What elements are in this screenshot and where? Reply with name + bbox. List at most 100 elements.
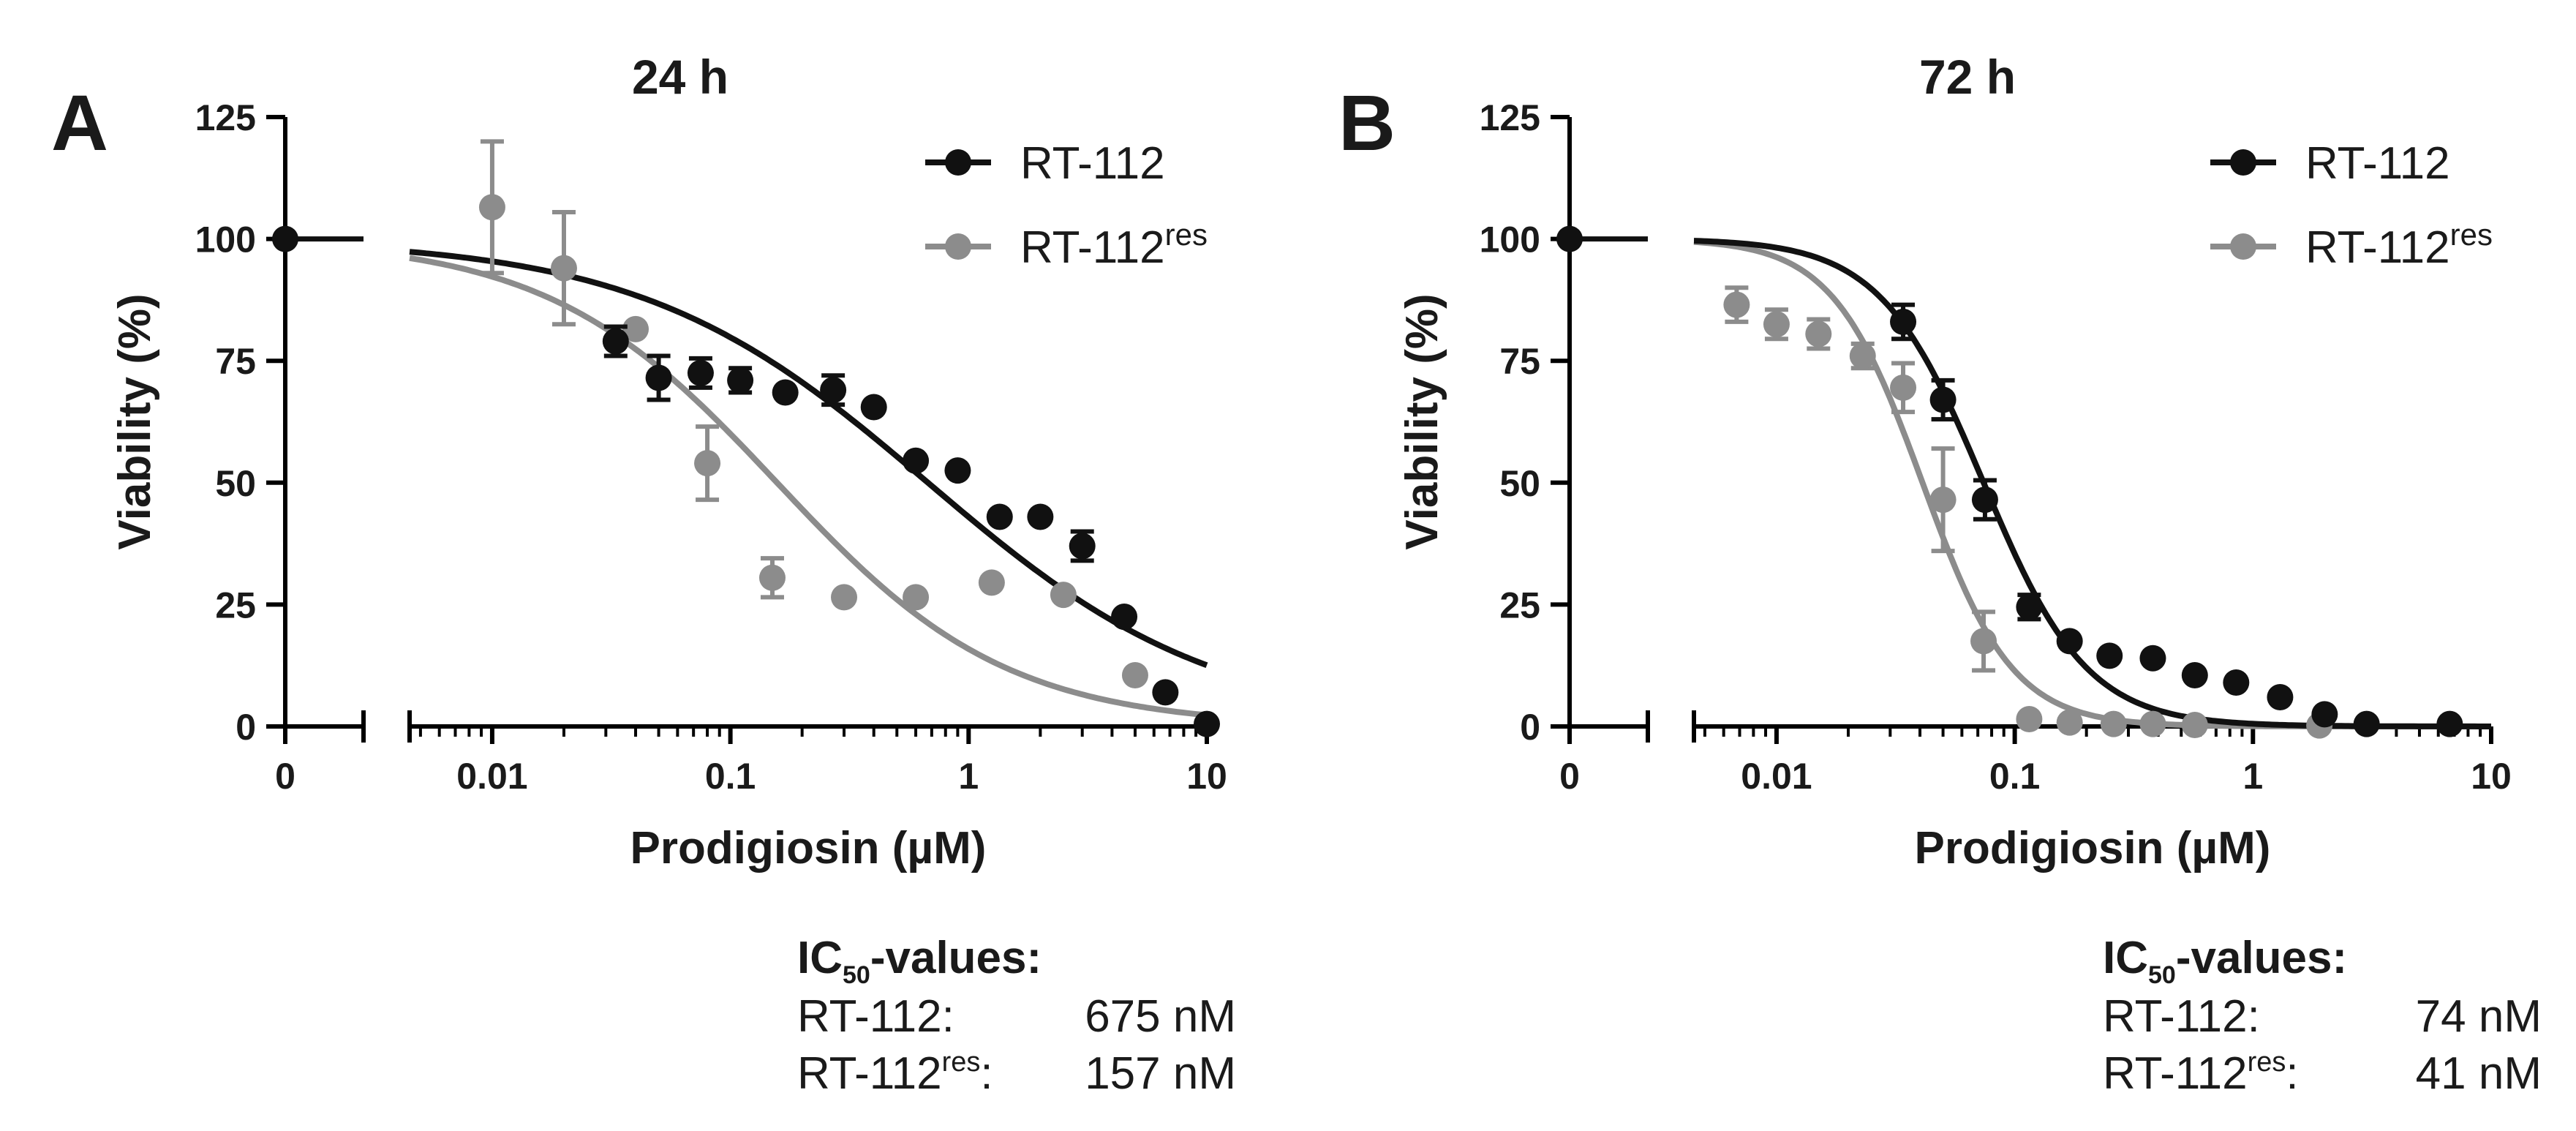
data-point	[860, 394, 887, 421]
legend-label: RT-112	[1020, 138, 1165, 189]
y-tick-label: 125	[1480, 97, 1540, 138]
data-point	[758, 564, 786, 591]
x-axis-label: Prodigiosin (µM)	[1915, 823, 2271, 873]
fit-curve-rt-112	[1693, 238, 2491, 729]
fit-curve-rt-112res	[1693, 238, 2491, 729]
x-tick-label: 1	[2242, 756, 2263, 797]
data-point	[944, 457, 971, 484]
data-point	[2223, 669, 2250, 696]
data-point	[550, 255, 577, 282]
data-point	[1723, 291, 1750, 318]
data-point	[1929, 486, 1957, 514]
data-point	[1805, 320, 1832, 347]
data-point	[1121, 662, 1148, 689]
legend-marker	[2230, 233, 2256, 260]
ic50-row-value: 157 nM	[1085, 1048, 1236, 1099]
data-point	[1050, 582, 1077, 609]
ic50-heading: IC50-values:	[797, 933, 1042, 989]
y-tick-label: 0	[236, 707, 256, 748]
data-point	[2139, 645, 2166, 672]
panel-b: B 72 h Viability (%) 0 25 50 75 100 125 0 0.01 0.1 1…	[1338, 50, 2542, 1099]
y-axis-label: Viability (%)	[1397, 293, 1447, 549]
panel-a: A 24 h Viability (%) 0 25 50 75 100 125 0 0.01 0.1 1…	[51, 50, 1236, 1099]
zero-dose-point	[272, 225, 298, 252]
data-point	[2016, 706, 2043, 733]
ic50-row-label: RT-112:	[797, 991, 954, 1042]
data-point	[1027, 503, 1054, 530]
x-tick-label: 0	[275, 756, 295, 797]
y-tick-label: 75	[1499, 341, 1540, 382]
y-tick-label: 125	[195, 97, 256, 138]
legend-label: RT-112res	[2305, 217, 2493, 273]
data-point	[2436, 710, 2463, 737]
data-point	[1763, 311, 1790, 338]
ic50-row-value: 74 nM	[2416, 991, 2542, 1042]
y-tick-label: 75	[215, 341, 256, 382]
data-point	[687, 359, 714, 386]
y-tick-label: 50	[215, 463, 256, 504]
data-point	[2096, 642, 2123, 669]
data-point	[2056, 709, 2083, 736]
data-point	[903, 584, 930, 611]
data-point	[986, 503, 1013, 530]
data-point	[2016, 593, 2043, 620]
data-point	[903, 447, 930, 474]
x-tick-label: 0.1	[705, 756, 756, 797]
data-point	[2267, 684, 2294, 711]
data-point	[2311, 701, 2338, 728]
y-tick-label: 25	[215, 585, 256, 625]
data-point	[622, 315, 649, 342]
y-tick-label: 0	[1520, 707, 1540, 748]
data-point	[1069, 533, 1096, 560]
chart-title: 72 h	[1919, 50, 2016, 104]
x-tick-label: 0.1	[1989, 756, 2041, 797]
legend-label: RT-112	[2305, 138, 2450, 189]
data-point	[478, 194, 505, 221]
y-tick-label: 100	[195, 219, 256, 260]
ic50-row-label: RT-112res:	[2103, 1047, 2299, 1099]
zero-dose-point	[1556, 225, 1583, 252]
ic50-row-value: 675 nM	[1085, 991, 1236, 1042]
data-point	[1971, 486, 1998, 514]
panel-letter: B	[1338, 78, 1396, 167]
data-point	[1111, 604, 1138, 631]
data-point	[1929, 386, 1957, 413]
data-point	[2100, 710, 2127, 737]
data-point	[820, 377, 847, 404]
ic50-row-label: RT-112res:	[797, 1047, 993, 1099]
data-point	[1194, 710, 1220, 737]
legend-label: RT-112res	[1020, 217, 1208, 273]
y-tick-label: 50	[1499, 463, 1540, 504]
data-point	[2056, 628, 2083, 655]
data-point	[2181, 662, 2208, 689]
data-point	[727, 367, 754, 394]
data-point	[978, 569, 1005, 596]
ic50-row-label: RT-112:	[2103, 991, 2260, 1042]
data-point	[602, 328, 629, 355]
data-point	[1849, 342, 1876, 369]
data-point	[2139, 710, 2166, 737]
data-point	[1890, 308, 1917, 335]
ic50-heading: IC50-values:	[2103, 933, 2347, 989]
data-point	[772, 379, 799, 406]
legend-marker	[945, 149, 971, 176]
data-point	[1890, 374, 1917, 401]
x-axis-label: Prodigiosin (µM)	[630, 823, 987, 873]
ic50-row-value: 41 nM	[2416, 1048, 2542, 1099]
chart-title: 24 h	[632, 50, 728, 104]
data-point	[645, 364, 672, 391]
fit-curve-rt-112	[409, 249, 1208, 669]
data-point	[694, 450, 721, 477]
x-tick-label: 0	[1559, 756, 1580, 797]
fit-curve-rt-112res	[409, 255, 1208, 718]
x-tick-label: 10	[2471, 756, 2512, 797]
legend-marker	[945, 233, 971, 260]
data-point	[1970, 628, 1997, 655]
x-tick-label: 1	[958, 756, 979, 797]
data-point	[831, 584, 858, 611]
data-point	[2353, 710, 2380, 737]
y-tick-label: 100	[1480, 219, 1540, 260]
x-tick-label: 0.01	[1741, 756, 1812, 797]
x-tick-label: 10	[1186, 756, 1227, 797]
